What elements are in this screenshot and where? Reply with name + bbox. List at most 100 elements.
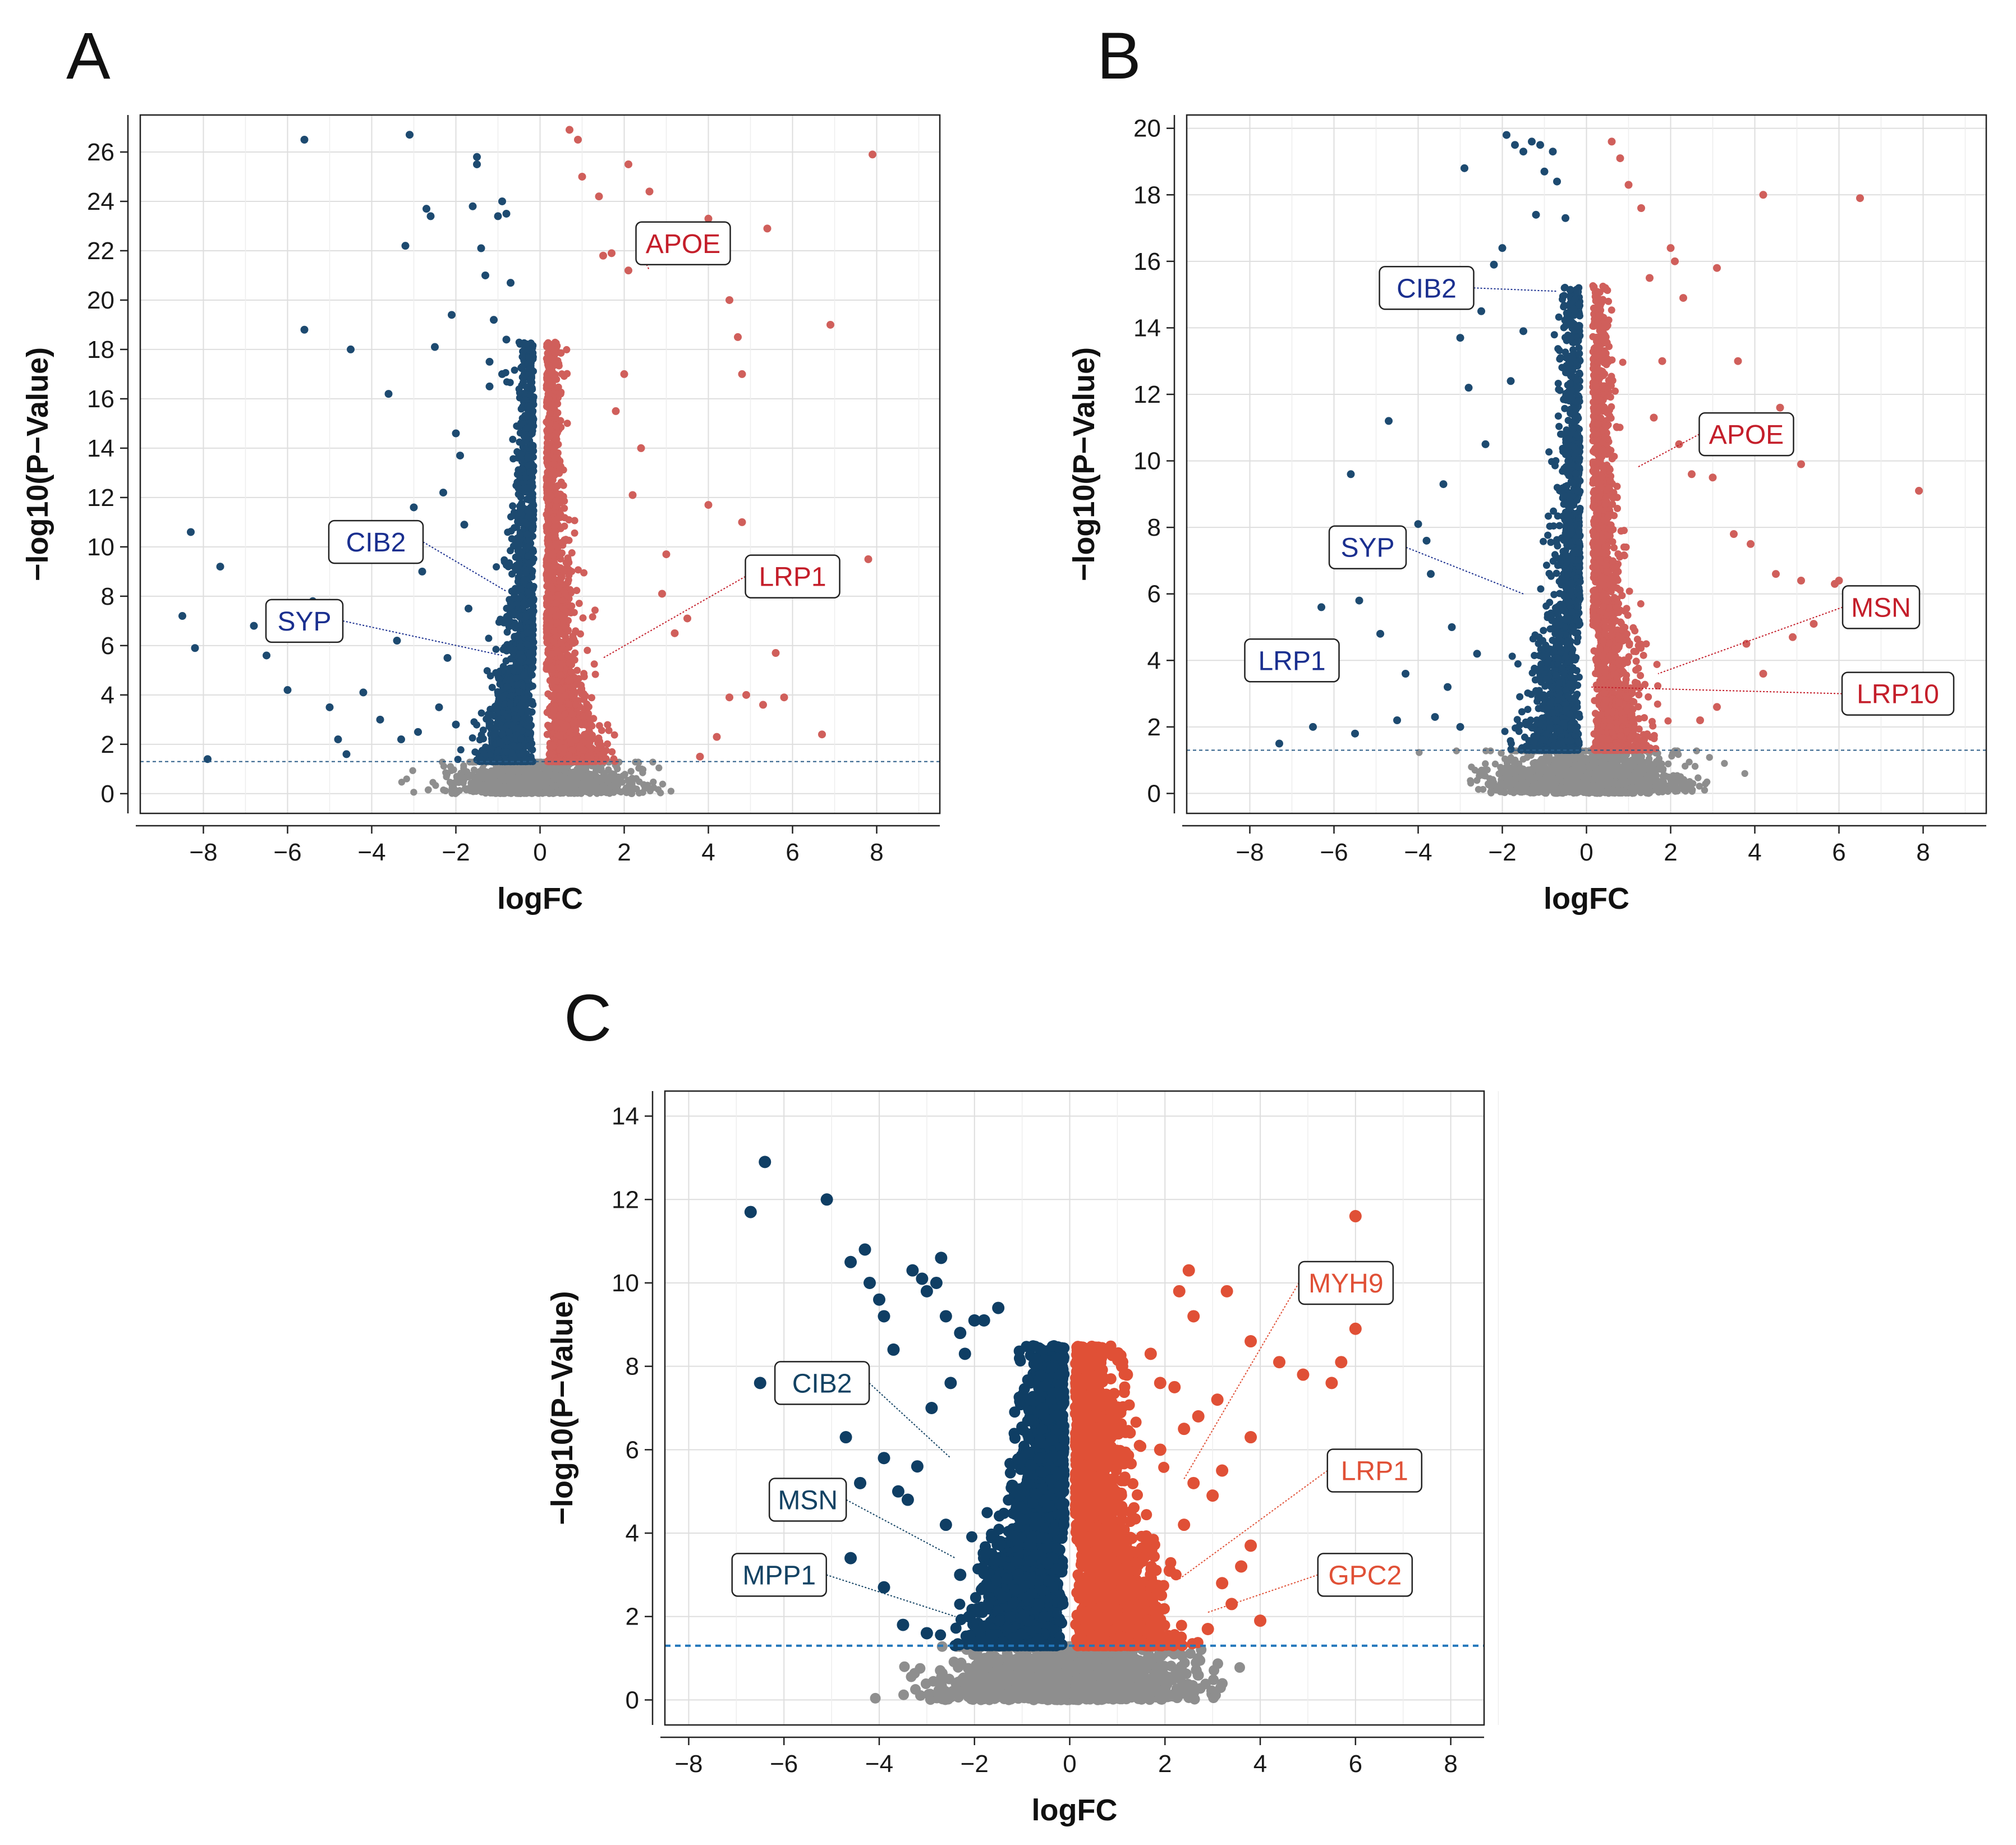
ns-point <box>484 769 492 777</box>
ns-point <box>607 789 614 796</box>
up-point <box>545 591 553 599</box>
down-point <box>492 646 500 654</box>
up-outlier-point <box>734 333 742 341</box>
down-point <box>523 454 531 462</box>
panel-a-points <box>178 126 876 797</box>
down-point <box>506 700 514 708</box>
down-point <box>507 547 515 555</box>
up-point <box>554 409 562 417</box>
down-outlier-point <box>507 279 515 287</box>
up-outlier-point <box>578 172 586 181</box>
up-point <box>605 726 613 734</box>
ns-point <box>410 789 417 796</box>
down-outlier-point <box>485 357 494 366</box>
down-point <box>521 518 529 526</box>
up-point <box>552 360 560 367</box>
down-point <box>529 610 536 618</box>
up-point <box>545 540 553 547</box>
down-point <box>517 585 525 593</box>
down-point <box>523 383 531 391</box>
up-outlier-point <box>725 296 733 304</box>
ns-point <box>655 764 663 772</box>
up-point <box>591 670 599 678</box>
down-point <box>511 715 519 723</box>
down-point <box>483 715 490 723</box>
up-point <box>581 692 589 700</box>
down-point <box>473 721 481 729</box>
up-point <box>565 700 573 708</box>
down-outlier-point <box>456 452 464 460</box>
up-point <box>545 724 553 731</box>
up-point <box>558 370 566 378</box>
down-outlier-point <box>469 202 477 210</box>
up-point <box>550 348 558 356</box>
up-point <box>579 614 587 622</box>
up-point <box>543 510 550 518</box>
down-point <box>522 412 530 420</box>
up-point <box>570 756 577 764</box>
ns-point <box>440 786 447 794</box>
ns-point <box>409 767 416 774</box>
up-point <box>557 654 565 661</box>
down-point <box>513 632 521 639</box>
down-point <box>502 657 510 665</box>
ns-point <box>578 780 586 788</box>
ns-point <box>619 772 627 780</box>
down-outlier-point <box>347 345 355 353</box>
ns-point <box>557 788 564 795</box>
ns-point <box>466 772 474 780</box>
up-point <box>545 623 553 631</box>
down-point <box>477 709 485 717</box>
up-outlier-point <box>624 266 632 275</box>
ns-point <box>440 762 448 770</box>
up-point <box>546 381 554 389</box>
up-point <box>572 735 580 743</box>
up-point <box>557 390 564 398</box>
down-outlier-point <box>439 489 447 497</box>
down-outlier-point <box>473 153 481 161</box>
up-point <box>564 576 572 584</box>
down-outlier-point <box>494 212 502 220</box>
ns-point <box>504 766 512 774</box>
down-point <box>510 508 518 516</box>
up-point <box>554 482 562 490</box>
down-outlier-point <box>283 686 292 694</box>
up-point <box>563 420 571 427</box>
down-point <box>506 643 514 651</box>
ns-point <box>443 771 451 778</box>
down-outlier-point <box>342 750 351 758</box>
down-point <box>529 746 536 754</box>
up-point <box>597 741 605 749</box>
ns-point <box>446 779 454 786</box>
down-point <box>523 424 531 432</box>
down-outlier-point <box>393 637 401 645</box>
up-point <box>550 706 558 714</box>
up-point <box>571 529 578 537</box>
down-point <box>526 496 534 504</box>
up-point <box>580 569 588 577</box>
ns-point <box>627 767 635 775</box>
down-point <box>518 353 526 361</box>
down-outlier-point <box>477 244 485 252</box>
up-point <box>586 715 594 723</box>
up-point <box>551 454 559 462</box>
down-point <box>526 648 534 656</box>
down-point <box>486 757 494 765</box>
up-point <box>544 470 552 478</box>
down-point <box>523 484 531 492</box>
up-point <box>578 685 586 693</box>
up-point <box>554 400 562 408</box>
down-point <box>507 692 515 700</box>
down-point <box>485 723 493 730</box>
down-point <box>527 374 535 382</box>
down-point <box>516 549 523 557</box>
down-outlier-point <box>401 242 410 250</box>
up-point <box>546 410 554 417</box>
down-point <box>526 402 534 410</box>
down-outlier-point <box>502 335 511 344</box>
down-point <box>521 671 529 679</box>
up-point <box>543 599 551 606</box>
ns-point <box>470 784 477 792</box>
up-outlier-point <box>595 192 603 201</box>
down-point <box>469 734 476 742</box>
